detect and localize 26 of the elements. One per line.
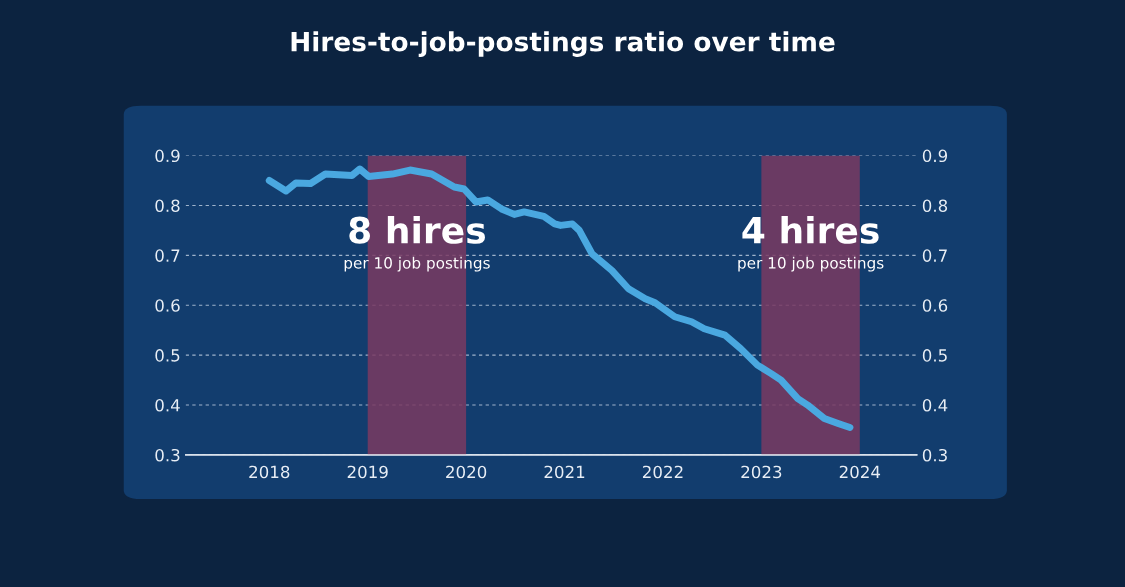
annotation: 8 hires (349, 215, 485, 244)
y2-tick-label: 0.6 (922, 299, 948, 312)
x-tick-label: 2023 (741, 465, 782, 479)
x-tick-label: 2018 (249, 465, 290, 479)
x-tick-label: 2020 (446, 465, 487, 479)
y-tick-label: 0.6 (155, 299, 180, 312)
y-tick-label: 0.8 (155, 199, 180, 213)
y2-tick-label: 0.8 (922, 199, 948, 213)
y2-tick-label: 0.9 (922, 149, 948, 163)
x-tick-label: 2024 (839, 465, 881, 479)
y-tick-label: 0.7 (155, 249, 180, 262)
x-tick-label: 2019 (347, 465, 388, 479)
y2-tick-label: 0.7 (922, 249, 947, 262)
y-tick-label: 0.5 (155, 349, 180, 362)
y-tick-label: 0.4 (155, 398, 180, 412)
y2-tick-label: 0.3 (922, 448, 947, 462)
annotation: 4 hires (742, 215, 879, 244)
x-tick-label: 2022 (642, 465, 683, 479)
chart-title: Hires-to-job-postings ratio over time (291, 31, 835, 57)
annotation: per 10 job postings (738, 256, 884, 272)
y-tick-label: 0.3 (155, 448, 180, 462)
y2-tick-label: 0.5 (922, 349, 947, 362)
y2-tick-label: 0.4 (922, 398, 948, 412)
x-tick-label: 2021 (544, 465, 585, 479)
annotation: per 10 job postings (344, 256, 490, 272)
y-tick-label: 0.9 (155, 149, 180, 163)
